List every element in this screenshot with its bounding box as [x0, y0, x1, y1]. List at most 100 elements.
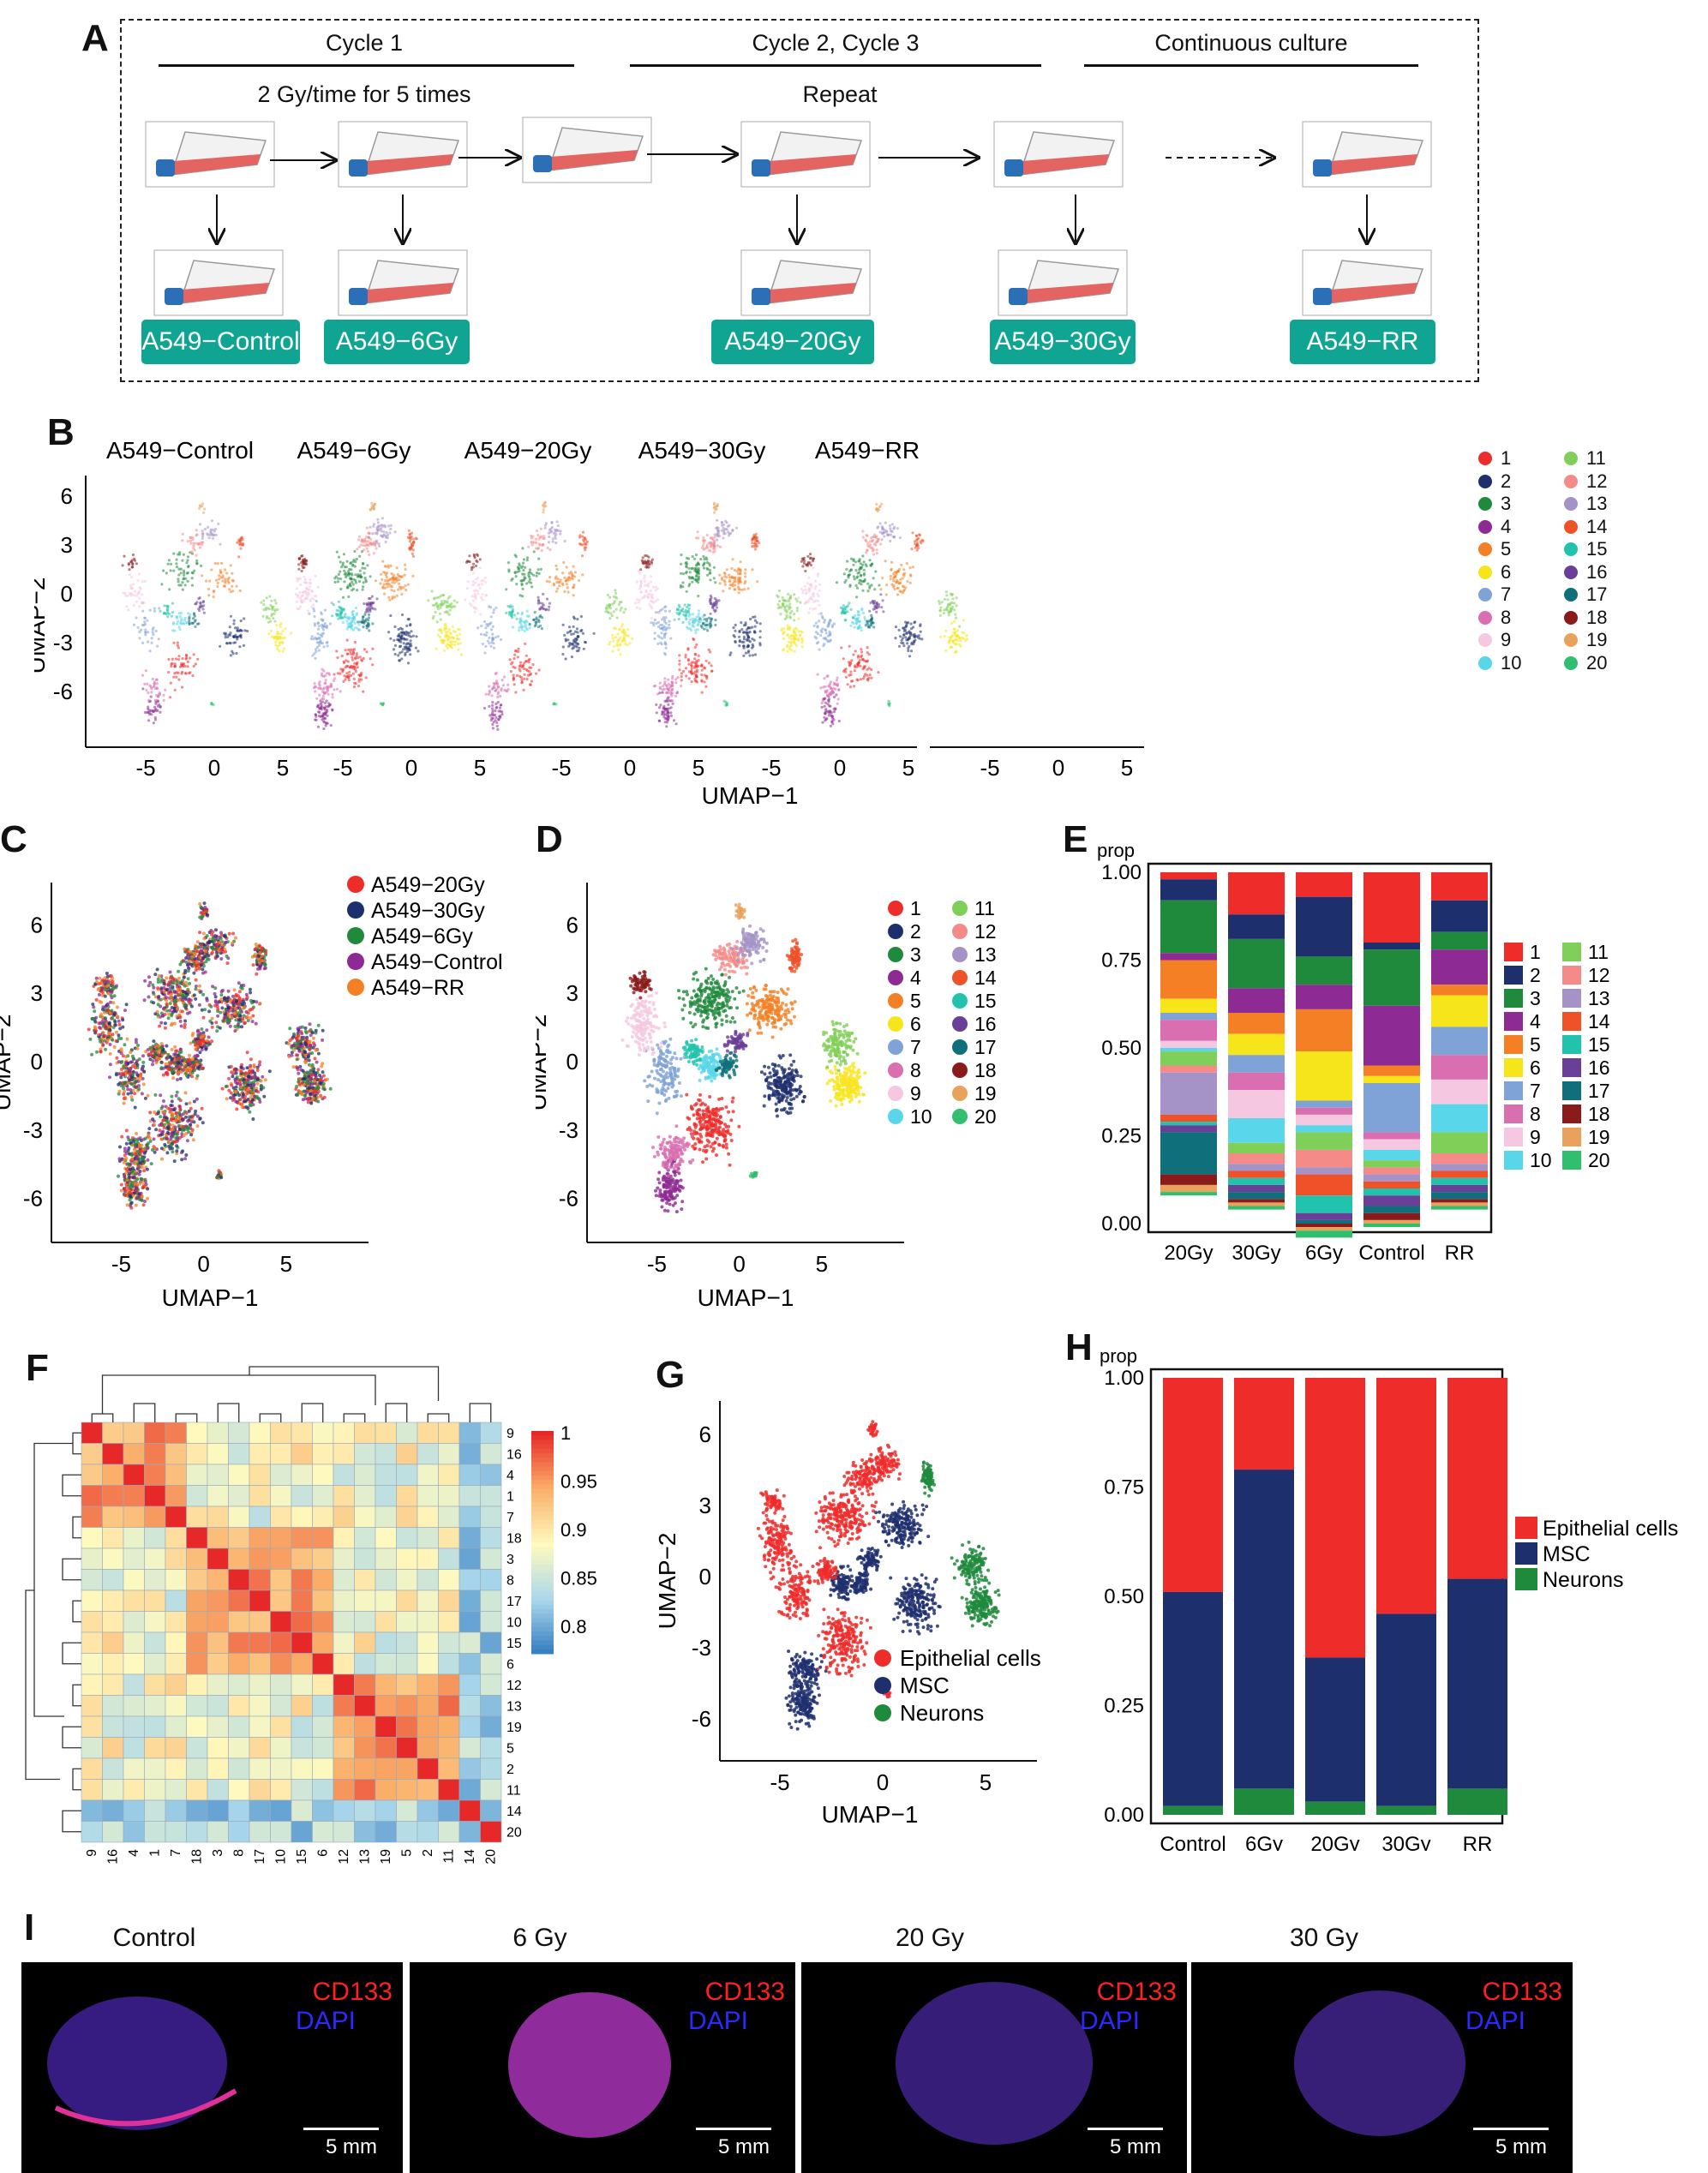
micrograph-title: Control [112, 1924, 196, 1952]
bar-segment [1160, 872, 1217, 880]
panel-label-b: B [47, 411, 75, 453]
panel-b-xtick: 5 [692, 755, 704, 781]
bar-segment [1447, 1788, 1507, 1815]
bar-segment [1160, 1072, 1217, 1115]
heatmap-row-label: 18 [506, 1532, 522, 1547]
panel-c-ytick: -3 [23, 1117, 43, 1143]
panel-g-xtick: 5 [980, 1769, 992, 1795]
legend-swatch [1562, 1081, 1581, 1100]
bar-segment [1431, 931, 1488, 950]
legend-dot [347, 979, 364, 996]
bar-segment [1296, 1100, 1352, 1108]
bar-segment [1296, 1230, 1352, 1238]
bar-segment [1228, 938, 1285, 989]
heatmap-col-label: 3 [211, 1849, 225, 1857]
bar-segment [1228, 1199, 1285, 1203]
bar-segment [1363, 1167, 1420, 1175]
heatmap-row-label: 7 [506, 1511, 514, 1525]
bar-segment [1431, 1164, 1488, 1171]
micrograph-title: 6 Gy [512, 1924, 567, 1952]
panel-b-ytick: -6 [53, 679, 73, 704]
panel-e-legend-label: 19 [1588, 1126, 1610, 1148]
panel-e-legend-label: 5 [1530, 1033, 1541, 1056]
legend-swatch [1504, 943, 1523, 961]
bar-segment [1363, 872, 1420, 943]
bar-segment [1305, 1378, 1365, 1658]
legend-dot [888, 1086, 903, 1101]
scale-bar-label: 5 mm [718, 2135, 770, 2158]
legend-item-cluster-3: 3 [1478, 493, 1564, 516]
panel-d-legend-label: 18 [974, 1059, 997, 1081]
tissue-section [47, 1996, 237, 2130]
panel-d-xtick: -5 [647, 1251, 667, 1277]
legend-dot [888, 970, 903, 985]
panel-e-legend-label: 4 [1530, 1010, 1541, 1033]
legend-swatch [1504, 1104, 1523, 1123]
legend-swatch [1562, 1035, 1581, 1054]
heatmap-col-label: 6 [316, 1849, 331, 1857]
panel-e-legend-label: 10 [1530, 1149, 1552, 1171]
heatmap-col-label: 16 [106, 1849, 121, 1865]
bar-segment [1431, 1079, 1488, 1104]
flask-icon [522, 117, 652, 183]
bar-segment [1431, 1184, 1488, 1193]
bar-category-label: 6Gy [1305, 1242, 1343, 1265]
legend-swatch [1504, 1081, 1523, 1100]
legend-item-cluster-15: 15 [1564, 538, 1650, 561]
bar-segment [1228, 914, 1285, 939]
panel-d-legend-label: 3 [910, 943, 921, 966]
panel-h-stacked-bar: 1.00 0.75 0.50 0.25 0.00 prop Control 6Gy 20Gy 30… [1100, 1345, 1678, 1851]
panel-c-xtick: -5 [111, 1251, 131, 1277]
legend-dot [888, 993, 903, 1009]
panel-d-legend-label: 19 [974, 1082, 997, 1104]
legend-dot [888, 924, 903, 939]
bar-segment [1363, 1075, 1420, 1083]
bar-segment [1160, 900, 1217, 954]
heatmap-row-label: 2 [506, 1763, 514, 1777]
heatmap-row-label: 16 [506, 1448, 522, 1463]
panel-b-xtick: -5 [333, 755, 352, 781]
bar-segment [1296, 872, 1352, 897]
legend-item-cluster-6: 6 [1478, 561, 1564, 584]
panel-c-umap: 6 3 0 -3 -6 -5 0 5 UMAP−1 UMAP−2 A549−20GyA549−30G… [0, 873, 503, 1311]
panel-c-legend-label: A549−20Gy [371, 873, 485, 897]
cd133-label: CD133 [1482, 1978, 1562, 2006]
badge-20gy: A549−20Gy [711, 320, 874, 364]
bar-segment [1296, 1114, 1352, 1126]
panel-d-ytick: 6 [566, 912, 578, 937]
heatmap-col-label: 2 [421, 1849, 435, 1857]
heatmap-row-label: 10 [506, 1616, 522, 1631]
bar-segment [1160, 960, 1217, 999]
bar-segment [1363, 1206, 1420, 1213]
flask-icon [338, 249, 468, 316]
repeat-label: Repeat [802, 81, 878, 107]
bar-segment [1228, 1170, 1285, 1178]
legend-swatch [1562, 1012, 1581, 1031]
bar-segment [1296, 1174, 1352, 1196]
legend-swatch [1504, 966, 1523, 985]
heatmap-col-label: 17 [253, 1849, 267, 1865]
legend-swatch [1504, 1058, 1523, 1077]
badge-6gy: A549−6Gy [324, 320, 470, 364]
panel-d-legend-label: 17 [974, 1036, 997, 1058]
bar-segment [1431, 1027, 1488, 1056]
bar-segment [1431, 1199, 1488, 1203]
dapi-label: DAPI [295, 2007, 356, 2035]
bar-segment [1305, 1657, 1365, 1802]
bar-segment [1160, 1013, 1217, 1021]
panel-b-title: A549−30Gy [638, 437, 766, 464]
continuous-line [1084, 64, 1418, 67]
micrograph-image: CD133 DAPI 5 mm [21, 1962, 403, 2173]
legend-item-cluster-2: 2 [1478, 470, 1564, 494]
legend-dot [874, 1649, 891, 1667]
bar-segment [1228, 1090, 1285, 1118]
panel-e-legend-label: 14 [1588, 1010, 1610, 1033]
heatmap-col-label: 11 [442, 1849, 457, 1864]
heatmap-col-label: 14 [463, 1849, 477, 1865]
scale-bar [1473, 2128, 1549, 2130]
panel-c-xlabel: UMAP−1 [162, 1284, 259, 1311]
legend-item-cluster-18: 18 [1564, 607, 1650, 630]
panel-d-ytick: -3 [559, 1117, 578, 1143]
bar-segment [1160, 1184, 1217, 1193]
legend-dot [952, 993, 968, 1009]
